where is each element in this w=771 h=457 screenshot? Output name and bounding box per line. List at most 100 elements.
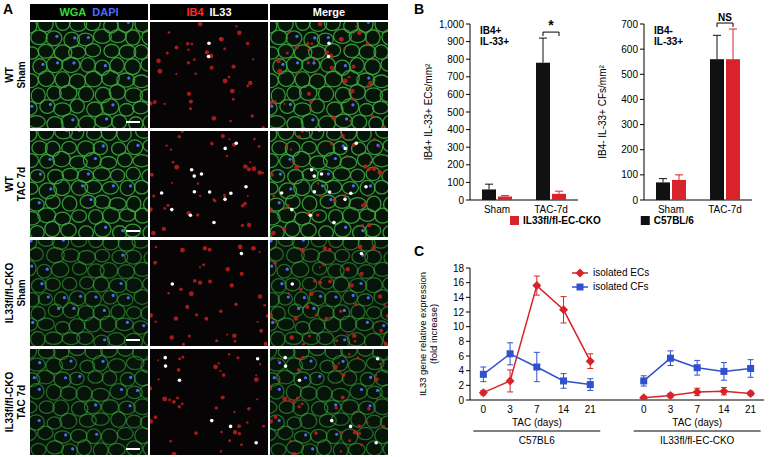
cell-outline [300,386,317,400]
cell-outline [59,85,77,100]
cell-outline [111,169,125,182]
cell-outline [360,180,375,195]
ib4-spot [230,89,235,94]
nucleus [103,338,106,341]
marker [533,364,540,371]
cell-outline [85,180,102,194]
ib4-spot [286,204,289,207]
ib4-spot [316,213,319,216]
cell-outline [348,333,365,346]
nucleus [270,264,273,267]
y-tick-label: 0 [632,195,638,206]
ib4-spot [305,305,309,309]
cell-outline [335,87,351,103]
ib4-spot [273,100,277,104]
y-tick-label: 6 [458,351,464,362]
legend-swatch [510,216,519,225]
cell-outline [46,195,61,209]
error-bar [534,352,540,381]
cell-outline [133,101,148,113]
cell-outline [335,114,353,128]
ib4-spot [352,334,356,338]
ib4-spot [169,440,172,443]
ib4-spot [309,107,312,110]
annotation: * [548,17,554,33]
nucleus [30,240,33,242]
cell-outline [87,131,102,140]
cell-outline [30,384,44,399]
error-bar [641,376,647,386]
cell-outline [278,318,295,330]
error-bar [721,363,727,381]
il33-spot [360,252,364,256]
cell-outline [311,429,327,442]
ib4-spot [354,302,358,306]
cell-outline [302,277,316,290]
ib4-spot [235,25,237,27]
cell-outline [126,415,141,428]
legend-label: isolated ECs [593,267,649,278]
x-label: TAC (days) [672,417,722,428]
x-tick-label: 3 [668,404,674,415]
x-tick-label: 21 [745,404,757,415]
x-tick-label: 3 [507,404,513,415]
cell-outline [351,169,365,182]
ib4-spot [386,314,388,318]
error-bar [501,195,509,197]
cell-outline [143,442,148,455]
micrograph [30,22,148,128]
ib4-spot [379,329,383,333]
ib4-spot [238,245,243,250]
ib4-spot [357,424,361,428]
cell-outline [31,443,46,455]
cell-outline [134,399,148,415]
nucleus [278,388,281,391]
nucleus [64,376,67,379]
cell-outline [348,359,365,373]
ib4-spot [237,30,242,35]
nucleus [142,324,145,327]
cell-outline [62,249,80,262]
cell-outline [349,198,366,211]
cell-outline [143,332,148,346]
cell-outline [325,180,342,194]
ib4-spot [261,126,265,128]
cell-outline [95,60,110,75]
cell-outline [104,44,120,57]
row-label-line: Sham [16,61,27,88]
ib4-spot [307,92,311,96]
il33-spot [280,191,284,195]
ib4-spot [314,431,318,435]
cell-outline [104,22,118,33]
cell-outline [89,240,103,248]
y-tick [466,94,470,95]
cell-outline [380,89,388,102]
y-tick-label: 1,000 [439,19,464,30]
nucleus [111,103,114,106]
y-tick-label: 10 [453,321,465,332]
cell-outline [318,306,334,321]
nucleus [369,376,372,379]
y-tick [466,182,470,183]
nucleus [79,295,82,298]
ib4-spot [220,450,222,452]
nucleus [318,131,321,132]
il33-spot [229,425,233,429]
error-bar [507,343,513,365]
ib4-spot [231,65,235,69]
cell-outline [302,168,318,180]
il33-spot [312,174,316,178]
nucleus [121,253,124,256]
scale-bar [126,339,140,341]
nucleus [351,103,354,106]
y-tick [466,370,470,371]
cell-outline [30,260,36,276]
il33-spot [330,419,334,423]
y-label: IL33 gene relative expression [417,272,428,396]
ib4-spot [372,58,374,60]
cell-outline [365,59,381,75]
cell-outline [351,305,365,319]
cell-outline [286,441,303,454]
nucleus [89,198,92,201]
y-tick-label: 8 [458,336,464,347]
